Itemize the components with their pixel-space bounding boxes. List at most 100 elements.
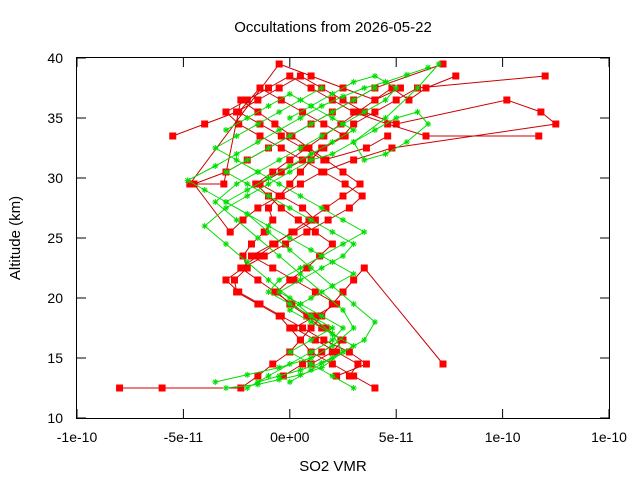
data-point-square	[356, 180, 364, 188]
data-point-square	[384, 132, 392, 140]
data-point-square	[328, 360, 336, 368]
series-0-profile-3-line	[225, 75, 539, 377]
data-point-cross	[286, 235, 293, 241]
series-0-profile-4-line	[255, 75, 456, 365]
data-point-square	[320, 120, 328, 128]
data-point-cross	[361, 109, 368, 115]
data-point-square	[235, 120, 243, 128]
data-point-square	[239, 216, 247, 224]
data-point-square	[322, 204, 330, 212]
data-point-square	[303, 228, 311, 236]
data-point-cross	[425, 64, 432, 71]
data-point-cross	[361, 337, 368, 343]
data-point-cross	[403, 71, 410, 78]
data-point-cross	[371, 127, 378, 133]
data-point-cross	[308, 349, 315, 355]
data-point-cross	[184, 177, 191, 184]
data-point-square	[305, 144, 313, 152]
data-point-cross	[308, 361, 315, 367]
data-point-cross	[393, 85, 400, 91]
data-point-cross	[340, 325, 346, 331]
y-tick-label: 35	[47, 110, 63, 126]
data-point-cross	[329, 331, 336, 337]
data-point-cross	[286, 91, 293, 97]
data-point-cross	[308, 355, 315, 361]
data-point-square	[320, 168, 328, 176]
data-point-square	[277, 96, 285, 104]
data-point-square	[260, 228, 268, 236]
data-point-cross	[361, 229, 368, 235]
data-point-square	[307, 324, 315, 332]
data-point-square	[392, 120, 400, 128]
data-point-cross	[286, 301, 293, 307]
data-point-cross	[212, 163, 219, 169]
data-point-cross	[329, 139, 336, 145]
data-point-cross	[350, 127, 357, 133]
data-point-square	[296, 168, 304, 176]
data-point-square	[535, 132, 543, 140]
data-point-square	[237, 264, 245, 272]
data-point-square	[254, 204, 262, 212]
data-point-square	[256, 132, 264, 140]
data-point-square	[396, 84, 404, 92]
data-point-square	[307, 72, 315, 80]
data-point-square	[237, 384, 245, 392]
data-point-square	[339, 192, 347, 200]
data-point-cross	[286, 133, 293, 139]
data-point-cross	[254, 139, 261, 145]
data-point-cross	[308, 247, 315, 253]
data-point-square	[265, 84, 273, 92]
data-point-cross	[254, 169, 261, 175]
data-point-square	[350, 156, 358, 164]
data-point-cross	[244, 385, 251, 391]
y-axis-label: Altitude (km)	[7, 196, 24, 280]
data-point-cross	[212, 379, 219, 385]
data-point-square	[324, 216, 332, 224]
data-point-cross	[318, 205, 325, 211]
data-point-square	[339, 168, 347, 176]
data-point-cross	[371, 319, 378, 325]
data-point-cross	[308, 265, 315, 271]
data-point-square	[275, 84, 283, 92]
data-point-square	[296, 336, 304, 344]
data-point-square	[277, 204, 285, 212]
data-point-cross	[382, 115, 389, 121]
data-point-cross	[212, 199, 219, 205]
data-point-square	[341, 132, 349, 140]
data-point-cross	[265, 103, 272, 109]
data-point-square	[362, 144, 370, 152]
data-point-cross	[222, 199, 229, 205]
data-point-cross	[297, 97, 304, 103]
data-point-cross	[308, 367, 315, 373]
data-point-square	[256, 180, 264, 188]
data-point-cross	[286, 163, 293, 169]
data-point-cross	[265, 277, 272, 283]
data-point-square	[256, 300, 264, 308]
data-point-square	[254, 372, 262, 380]
data-point-square	[277, 168, 285, 176]
data-point-square	[362, 360, 370, 368]
data-point-cross	[371, 73, 378, 79]
data-point-cross	[201, 223, 208, 229]
data-point-cross	[222, 385, 229, 391]
data-point-square	[311, 336, 319, 344]
data-point-cross	[233, 217, 240, 223]
data-point-cross	[340, 307, 346, 313]
data-point-square	[237, 96, 245, 104]
data-point-square	[311, 288, 319, 296]
data-point-square	[269, 360, 277, 368]
data-point-cross	[425, 121, 432, 127]
data-point-cross	[414, 85, 421, 91]
data-point-square	[277, 132, 285, 140]
data-point-square	[254, 96, 262, 104]
data-point-square	[277, 192, 285, 200]
data-point-cross	[244, 371, 251, 378]
data-point-square	[294, 216, 302, 224]
data-point-square	[290, 228, 298, 236]
y-tick-label: 15	[47, 350, 63, 366]
data-point-square	[299, 360, 307, 368]
data-point-square	[345, 372, 353, 380]
data-point-cross	[222, 127, 229, 133]
